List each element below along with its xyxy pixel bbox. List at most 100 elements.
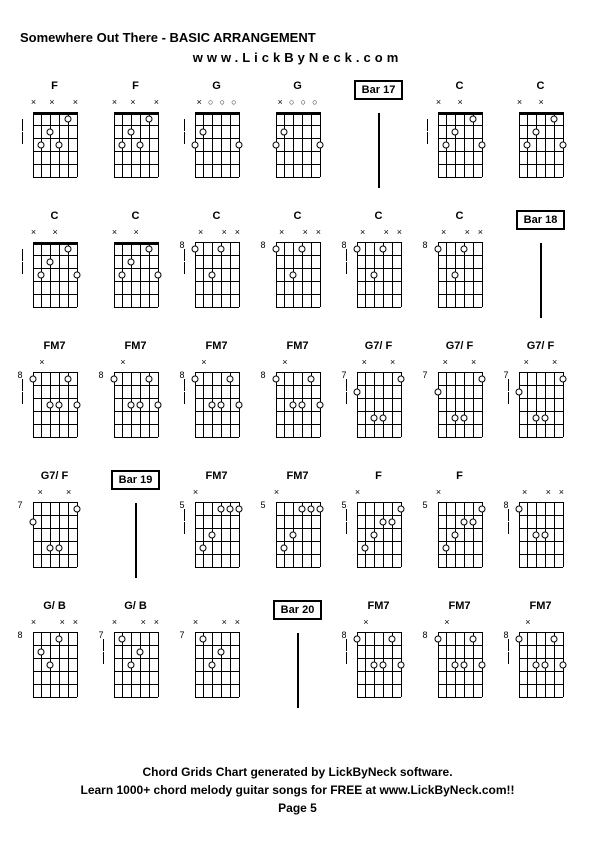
chord-cell: F ××× (101, 80, 170, 195)
chord-diagram: ×× (516, 98, 566, 178)
chord-label: FM7 (206, 470, 228, 484)
nut-markers: ××× (192, 228, 242, 236)
chord-cell: FM78× (506, 600, 575, 715)
fret-position: 8 (423, 630, 428, 640)
finger-dot (298, 401, 305, 408)
chord-diagram: ××× (30, 98, 80, 178)
finger-dot (235, 401, 242, 408)
chord-label: C (132, 210, 140, 224)
chord-cell: FM78× (344, 600, 413, 715)
beat-tick (508, 522, 509, 534)
fretboard (33, 112, 77, 177)
finger-dot (290, 531, 297, 538)
finger-dot (478, 661, 485, 668)
finger-dot (110, 375, 117, 382)
bar-marker-cell: Bar 18 (506, 210, 575, 325)
nut-markers: ××× (273, 228, 323, 236)
chord-cell: FM78× (425, 600, 494, 715)
fretboard (438, 632, 482, 697)
finger-dot (38, 648, 45, 655)
chord-diagram: ×× (111, 228, 161, 308)
nut-markers: ××× (192, 618, 242, 626)
beat-tick (508, 639, 509, 651)
finger-dot (281, 544, 288, 551)
finger-dot (460, 518, 467, 525)
chord-diagram: 8× (30, 358, 80, 438)
finger-dot (460, 661, 467, 668)
finger-dot (362, 544, 369, 551)
finger-dot (397, 375, 404, 382)
finger-dot (388, 518, 395, 525)
footer: Chord Grids Chart generated by LickByNec… (0, 763, 595, 817)
chord-diagram: ××× (111, 98, 161, 178)
chord-cell: 7××× (182, 600, 251, 715)
finger-dot (307, 375, 314, 382)
chord-cell: C8××× (425, 210, 494, 325)
chord-diagram: 7×× (30, 488, 80, 568)
chord-label: G7/ F (41, 470, 69, 484)
chord-label: G/ B (124, 600, 147, 614)
fretboard (438, 372, 482, 437)
fretboard (195, 372, 239, 437)
fret-position: 7 (18, 500, 23, 510)
chord-cell: FM78× (182, 340, 251, 455)
bar-marker-cell: Bar 20 (263, 600, 332, 715)
footer-line2: Learn 1000+ chord melody guitar songs fo… (0, 781, 595, 799)
finger-dot (469, 518, 476, 525)
finger-dot (281, 128, 288, 135)
finger-dot (209, 271, 216, 278)
beat-tick (22, 392, 23, 404)
nut-markers: × (192, 488, 242, 496)
beat-tick (346, 249, 347, 261)
beat-tick (427, 119, 428, 131)
chord-diagram: 5× (435, 488, 485, 568)
finger-dot (136, 648, 143, 655)
chord-label: C (537, 80, 545, 94)
nut-markers: ×× (516, 98, 566, 106)
chord-cell: FM78× (20, 340, 89, 455)
finger-dot (73, 505, 80, 512)
finger-dot (47, 401, 54, 408)
finger-dot (154, 271, 161, 278)
fretboard (276, 242, 320, 307)
finger-dot (371, 661, 378, 668)
header: Somewhere Out There - BASIC ARRANGEMENT … (20, 30, 575, 65)
beat-tick (184, 522, 185, 534)
finger-dot (371, 271, 378, 278)
fret-position: 5 (423, 500, 428, 510)
finger-dot (136, 401, 143, 408)
finger-dot (235, 505, 242, 512)
finger-dot (154, 401, 161, 408)
fret-position: 8 (261, 370, 266, 380)
finger-dot (290, 271, 297, 278)
fretboard (276, 502, 320, 567)
bar-label: Bar 18 (516, 210, 566, 230)
finger-dot (145, 245, 152, 252)
beat-tick (346, 639, 347, 651)
nut-markers: ××× (30, 98, 80, 106)
fretboard (33, 372, 77, 437)
finger-dot (452, 531, 459, 538)
chord-cell: F5× (344, 470, 413, 585)
beat-tick (22, 249, 23, 261)
chord-diagram: 8× (516, 618, 566, 698)
chord-cell: FM75× (263, 470, 332, 585)
beat-tick (184, 132, 185, 144)
fretboard (357, 242, 401, 307)
finger-dot (397, 505, 404, 512)
chord-diagram: 5× (192, 488, 242, 568)
finger-dot (478, 375, 485, 382)
finger-dot (379, 661, 386, 668)
finger-dot (533, 661, 540, 668)
beat-tick (508, 509, 509, 521)
fret-position: 8 (99, 370, 104, 380)
beat-tick (346, 262, 347, 274)
chord-cell: 8××× (506, 470, 575, 585)
finger-dot (379, 518, 386, 525)
chord-label: G (212, 80, 221, 94)
fretboard (357, 502, 401, 567)
chord-label: C (456, 80, 464, 94)
finger-dot (559, 141, 566, 148)
chord-cell: FM78× (263, 340, 332, 455)
chord-label: F (132, 80, 139, 94)
